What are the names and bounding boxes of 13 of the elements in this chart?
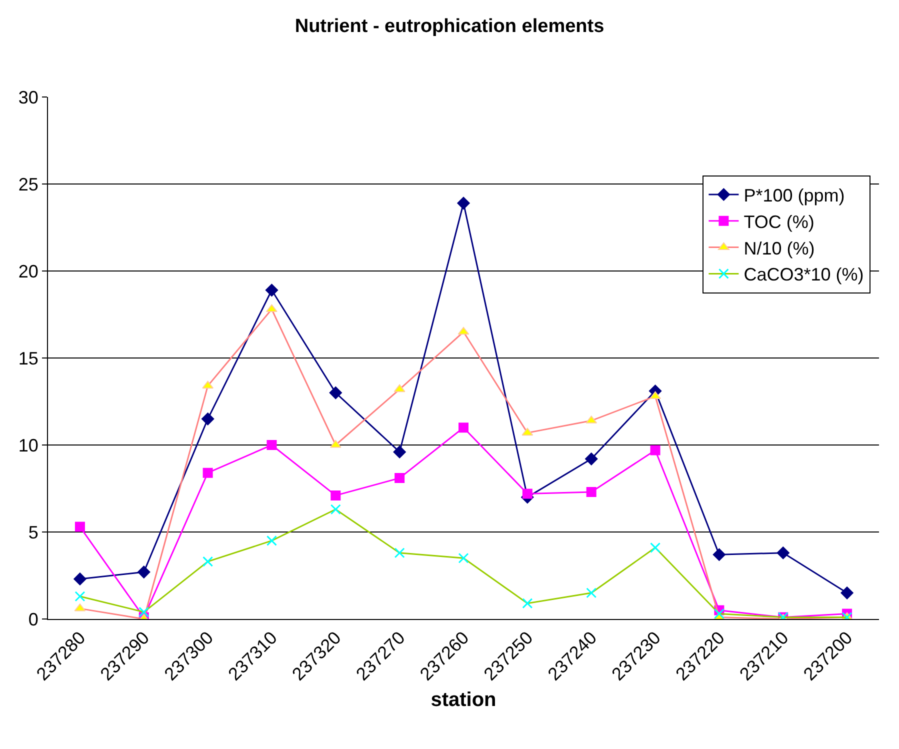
y-tick-label: 0 bbox=[28, 609, 38, 630]
y-tick-label: 5 bbox=[28, 522, 38, 542]
legend-label: P*100 (ppm) bbox=[744, 186, 845, 206]
y-tick-label: 25 bbox=[18, 174, 38, 194]
legend-label: TOC (%) bbox=[744, 212, 814, 232]
chart-title: Nutrient - eutrophication elements bbox=[294, 16, 604, 38]
y-tick-label: 10 bbox=[18, 435, 38, 456]
legend-label: N/10 (%) bbox=[744, 238, 815, 258]
legend-label: CaCO3*10 (%) bbox=[744, 264, 864, 285]
y-tick-label: 15 bbox=[18, 348, 38, 368]
y-tick-label: 30 bbox=[18, 87, 38, 108]
x-axis-title: station bbox=[430, 688, 496, 711]
y-tick-label: 20 bbox=[18, 261, 38, 282]
